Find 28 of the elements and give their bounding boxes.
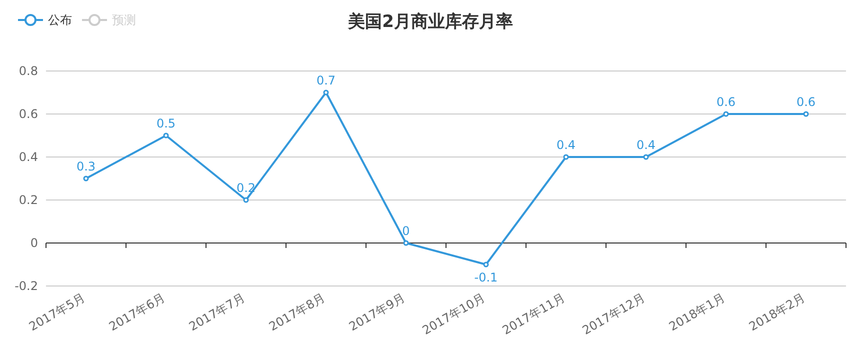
data-label: 0.4 xyxy=(636,138,656,152)
y-tick-label: 0.6 xyxy=(18,107,38,121)
y-tick-label: 0.2 xyxy=(18,193,38,207)
point xyxy=(563,154,569,160)
data-label: 0.3 xyxy=(76,160,96,174)
point xyxy=(83,176,89,182)
point xyxy=(643,154,649,160)
y-tick-label: 0 xyxy=(30,236,38,250)
point xyxy=(803,111,809,117)
data-label: 0.2 xyxy=(236,181,256,195)
point xyxy=(403,240,409,246)
point xyxy=(323,90,329,96)
y-tick-label: 0.4 xyxy=(18,150,38,164)
point xyxy=(723,111,729,117)
y-tick-label: 0.8 xyxy=(18,64,38,78)
data-label: 0.6 xyxy=(796,95,816,109)
data-label: 0.4 xyxy=(556,138,576,152)
point xyxy=(243,197,249,203)
data-label: -0.1 xyxy=(474,270,498,284)
data-label: 0.6 xyxy=(716,95,736,109)
chart-title: 美国2月商业库存月率 xyxy=(347,12,513,32)
point xyxy=(163,132,169,138)
legend-label: 公布 xyxy=(48,13,72,27)
data-label: 0.5 xyxy=(156,116,176,130)
data-label: 0 xyxy=(402,224,410,238)
y-tick-label: -0.2 xyxy=(14,279,38,293)
data-label: 0.7 xyxy=(316,74,336,88)
point xyxy=(483,262,489,268)
